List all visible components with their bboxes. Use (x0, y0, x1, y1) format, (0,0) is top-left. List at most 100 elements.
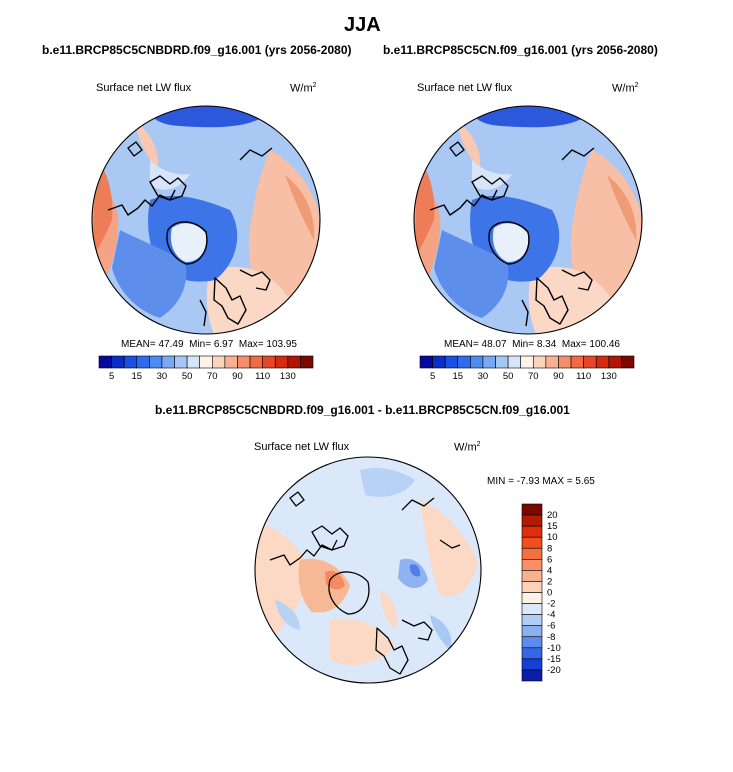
panel1-colorbar-swatch (111, 355, 125, 369)
panel1-colorbar-swatch (211, 355, 226, 369)
panel1-colorbar-swatch (136, 355, 150, 369)
panel1-colorbar-swatch (174, 355, 188, 369)
panel1-variable-label: Surface net LW flux (96, 82, 192, 94)
panel1-colorbar-swatch (287, 355, 301, 369)
panel2-colorbar-swatch (570, 355, 584, 369)
panel1-colorbar-tick-label: 5 (109, 371, 114, 382)
panel1-polar-map (92, 106, 320, 334)
panel1-colorbar-tick-label: 50 (182, 371, 193, 382)
panel2-stats: MEAN= 48.07 Min= 8.34 Max= 100.46 (444, 339, 620, 350)
panel2-map-border (413, 105, 643, 335)
panel2-colorbar-swatch (457, 355, 471, 369)
panel1-colorbar-swatch (149, 355, 163, 369)
diff-colorbar-swatch (521, 592, 543, 604)
diff-colorbar-tick-label: 0 (547, 588, 552, 599)
panel2-colorbar-swatch (495, 355, 509, 369)
panel2-colorbar-swatch (432, 355, 446, 369)
panel1-colorbar-swatch (237, 355, 251, 369)
panel2-colorbar-swatch (583, 355, 597, 369)
panel2-polar-map (414, 106, 642, 334)
panel2-colorbar-tick-label: 110 (576, 371, 591, 382)
panel1-colorbar-tick-label: 90 (232, 371, 243, 382)
diff-colorbar-tick-label: 15 (547, 521, 558, 532)
panel1-colorbar: 5 15 30 50 70 90 110 130 (98, 355, 314, 382)
panel1-colorbar-tick-label: 130 (280, 371, 296, 382)
panel2-colorbar-swatch (595, 355, 610, 369)
panel1-colorbar-tick-label: 30 (157, 371, 168, 382)
diff-variable-label: Surface net LW flux (254, 441, 350, 453)
panel2-colorbar-swatch (520, 355, 534, 369)
diff-colorbar-swatch (521, 603, 543, 615)
diff-colorbar-swatch (521, 525, 543, 538)
diff-stats: MIN = -7.93 MAX = 5.65 (487, 476, 595, 487)
diff-colorbar-swatch (521, 647, 543, 660)
diff-map-border (254, 456, 482, 684)
diff-colorbar-swatch (521, 614, 543, 626)
panel2-colorbar-swatch (419, 355, 433, 369)
panel2-colorbar-tick-label: 15 (452, 371, 463, 382)
diff-colorbar-tick-label: -6 (547, 621, 555, 632)
panel1-colorbar-swatch (262, 355, 276, 369)
panel2-colorbar-swatch (532, 355, 547, 369)
panel2-colorbar-tick-label: 130 (601, 371, 617, 382)
panel2-colorbar-tick-label: 90 (553, 371, 564, 382)
diff-polar-map (255, 457, 481, 683)
panel2-colorbar: 5 15 30 50 70 90 110 130 (419, 355, 635, 382)
diff-colorbar-swatch (521, 547, 543, 560)
diff-units-label: W/m2 (454, 441, 481, 454)
panel2-colorbar-tick-label: 70 (528, 371, 539, 382)
diff-colorbar-swatch (521, 625, 543, 638)
diff-colorbar-swatch (521, 636, 543, 649)
panel2-colorbar-swatch (444, 355, 459, 369)
diff-colorbar-tick-label: -4 (547, 610, 555, 621)
panel2-colorbar-swatch (621, 355, 635, 369)
panel2-colorbar-swatch (482, 355, 496, 369)
diff-colorbar-tick-label: -2 (547, 599, 555, 610)
diff-colorbar-tick-label: -8 (547, 632, 555, 643)
panel2-variable-label: Surface net LW flux (417, 82, 513, 94)
panel1-colorbar-tick-label: 110 (255, 371, 270, 382)
diff-colorbar-swatch (521, 514, 543, 527)
diff-colorbar-tick-label: 20 (547, 510, 558, 521)
diff-case-title: b.e11.BRCP85C5CNBDRD.f09_g16.001 - b.e11… (155, 403, 570, 417)
panel1-colorbar-swatch (274, 355, 289, 369)
panel2-colorbar-swatch (558, 355, 572, 369)
panel2-colorbar-swatch (507, 355, 522, 369)
diff-colorbar-swatch (521, 570, 543, 582)
panel1-units-label: W/m2 (290, 82, 317, 95)
panel1-colorbar-tick-label: 15 (131, 371, 142, 382)
panel2-colorbar-tick-label: 30 (478, 371, 489, 382)
panel1-colorbar-swatch (249, 355, 263, 369)
panel2-case-title: b.e11.BRCP85C5CN.f09_g16.001 (yrs 2056-2… (383, 43, 658, 57)
panel1-map-border (91, 105, 321, 335)
panel1-colorbar-swatch (199, 355, 213, 369)
diff-colorbar-tick-label: 8 (547, 543, 552, 554)
page-title: JJA (344, 14, 381, 36)
panel1-colorbar-swatch (161, 355, 175, 369)
diff-colorbar-tick-label: -10 (547, 643, 561, 654)
panel2-units-label: W/m2 (612, 82, 639, 95)
diff-colorbar-tick-label: 4 (547, 565, 552, 576)
diff-colorbar-tick-label: -15 (547, 654, 561, 665)
diff-colorbar-swatch (521, 536, 543, 549)
panel1-colorbar-swatch (224, 355, 238, 369)
diff-colorbar-tick-label: 10 (547, 532, 558, 543)
diff-colorbar-swatch (521, 503, 543, 516)
diff-colorbar-tick-label: 6 (547, 554, 552, 565)
panel1-colorbar-swatch (123, 355, 138, 369)
panel1-colorbar-tick-label: 70 (207, 371, 218, 382)
panel2-colorbar-swatch (545, 355, 559, 369)
panel2-colorbar-tick-label: 5 (430, 371, 435, 382)
panel1-colorbar-swatch (186, 355, 201, 369)
diff-colorbar-swatch (521, 658, 543, 671)
panel1-colorbar-swatch (98, 355, 112, 369)
panel1-stats: MEAN= 47.49 Min= 6.97 Max= 103.95 (121, 339, 297, 350)
panel1-case-title: b.e11.BRCP85C5CNBDRD.f09_g16.001 (yrs 20… (42, 43, 352, 57)
panel2-colorbar-swatch (470, 355, 484, 369)
panel1-colorbar-swatch (300, 355, 314, 369)
panel2-colorbar-swatch (608, 355, 622, 369)
diff-colorbar-swatch (521, 581, 543, 593)
panel2-colorbar-tick-label: 50 (503, 371, 514, 382)
diff-colorbar-tick-label: 2 (547, 576, 552, 587)
